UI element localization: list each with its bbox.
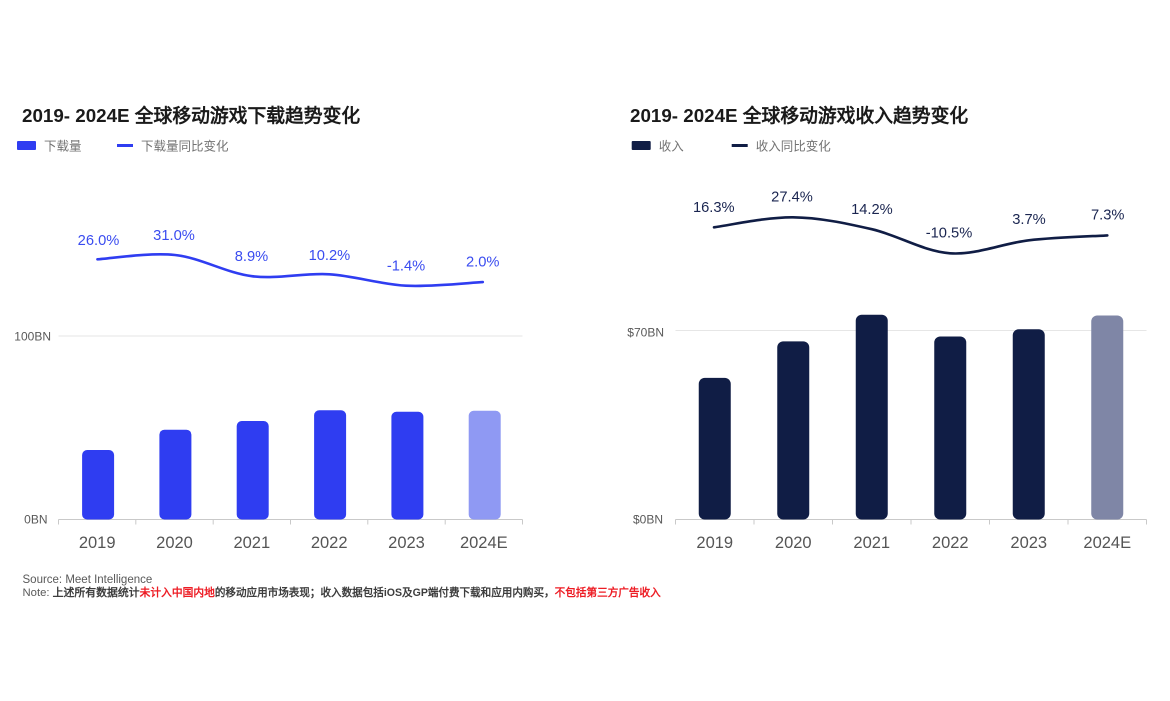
svg-text:3.7%: 3.7%: [1012, 212, 1045, 228]
svg-text:2020: 2020: [156, 534, 193, 552]
svg-text:2023: 2023: [388, 534, 425, 552]
svg-text:2019: 2019: [79, 534, 116, 552]
svg-text:2019: 2019: [696, 534, 733, 552]
svg-text:-1.4%: -1.4%: [387, 259, 425, 275]
svg-text:31.0%: 31.0%: [153, 228, 195, 244]
svg-text:Note: 上述所有数据统计未计入中国内地的移动应用市场表现: Note: 上述所有数据统计未计入中国内地的移动应用市场表现；收入数据包括iOS…: [23, 585, 661, 599]
svg-text:Source: Meet Intelligence: Source: Meet Intelligence: [23, 574, 153, 586]
svg-text:2022: 2022: [932, 534, 969, 552]
svg-text:8.9%: 8.9%: [235, 249, 268, 265]
svg-text:26.0%: 26.0%: [78, 233, 120, 249]
svg-text:10.2%: 10.2%: [309, 248, 351, 264]
svg-text:-10.5%: -10.5%: [926, 226, 973, 242]
svg-text:2021: 2021: [853, 534, 890, 552]
svg-text:下载量: 下载量: [44, 140, 82, 154]
svg-text:2024E: 2024E: [1083, 534, 1131, 552]
svg-text:$70BN: $70BN: [627, 325, 664, 339]
svg-text:2024E: 2024E: [460, 534, 508, 552]
svg-text:2.0%: 2.0%: [466, 255, 499, 271]
svg-text:14.2%: 14.2%: [851, 202, 893, 218]
svg-text:2023: 2023: [1010, 534, 1047, 552]
svg-text:2021: 2021: [233, 534, 270, 552]
svg-text:2019- 2024E 全球移动游戏收入趋势变化: 2019- 2024E 全球移动游戏收入趋势变化: [630, 104, 968, 126]
svg-text:7.3%: 7.3%: [1091, 208, 1124, 224]
svg-text:16.3%: 16.3%: [693, 200, 735, 216]
svg-text:2019- 2024E 全球移动游戏下载趋势变化: 2019- 2024E 全球移动游戏下载趋势变化: [22, 104, 360, 126]
svg-text:收入: 收入: [659, 140, 685, 154]
svg-text:100BN: 100BN: [14, 330, 51, 344]
svg-text:2022: 2022: [311, 534, 348, 552]
svg-text:收入同比变化: 收入同比变化: [756, 139, 832, 154]
svg-text:27.4%: 27.4%: [771, 190, 813, 206]
svg-text:下载量同比变化: 下载量同比变化: [141, 139, 229, 154]
svg-text:$0BN: $0BN: [633, 513, 663, 527]
svg-text:0BN: 0BN: [24, 513, 47, 527]
svg-text:2020: 2020: [775, 534, 812, 552]
